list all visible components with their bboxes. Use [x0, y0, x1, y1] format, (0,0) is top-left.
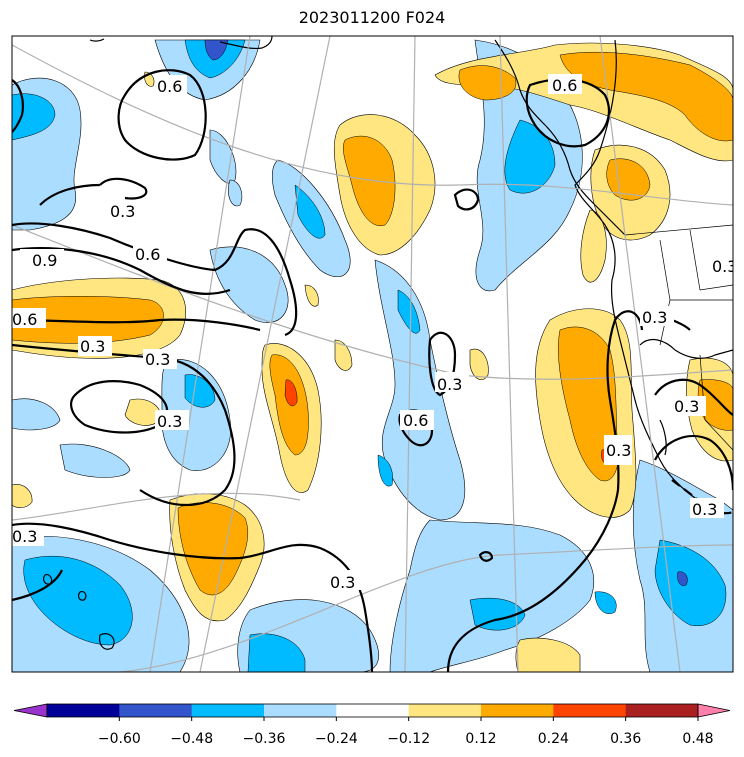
contour-label: 0.3 — [80, 337, 105, 356]
colorbar-extend-low — [13, 703, 48, 718]
contour-label: 0.3 — [145, 350, 170, 369]
colorbar-segment — [481, 704, 554, 717]
map-title: 2023011200 F024 — [298, 8, 446, 27]
negative-shading-strong — [204, 39, 688, 586]
colorbar-segment — [336, 704, 410, 717]
colorbar-tick-label: 0.12 — [465, 731, 496, 747]
colorbar-tick-label: −0.36 — [243, 731, 286, 747]
contour-label: 0.6 — [157, 77, 182, 96]
colorbar-border — [46, 703, 699, 718]
contour-label: 0.3 — [110, 202, 135, 221]
contour-lines — [12, 69, 733, 672]
latlon-grid — [12, 36, 733, 672]
contour-label: 0.3 — [712, 257, 737, 276]
colorbar-segment — [553, 704, 627, 717]
map-panel: 0.6 0.6 0.3 0.6 0.9 0.6 0.3 0.3 0.3 0.3 … — [12, 36, 737, 672]
contour-label: 0.6 — [135, 245, 160, 264]
colorbar-segment — [408, 704, 482, 717]
colorbar-segment — [191, 704, 265, 717]
contour-label: 0.3 — [642, 308, 667, 327]
contour-label: 0.3 — [437, 375, 462, 394]
colorbar-segment — [625, 704, 699, 717]
contour-label: 0.9 — [32, 251, 57, 270]
contour-label: 0.6 — [552, 76, 577, 95]
colorbar-segment — [264, 704, 337, 717]
colorbar-tick-label: −0.12 — [387, 731, 430, 747]
contour-label: 0.3 — [692, 500, 717, 519]
colorbar-tick-label: −0.48 — [170, 731, 213, 747]
colorbar: −0.60 −0.48 −0.36 −0.24 −0.12 0.12 0.24 0.36 0.4… — [13, 703, 731, 747]
colorbar-segment — [47, 704, 120, 717]
colorbar-tick-label: 0.48 — [682, 731, 713, 747]
contour-label: 0.3 — [330, 573, 355, 592]
contour-label: 0.3 — [12, 527, 37, 546]
colorbar-tick-label: −0.24 — [315, 731, 358, 747]
political-borders — [624, 224, 733, 451]
contour-labels: 0.6 0.6 0.3 0.6 0.9 0.6 0.3 0.3 0.3 0.3 … — [12, 74, 737, 592]
contour-label: 0.3 — [157, 412, 182, 431]
colorbar-tick-label: 0.24 — [538, 731, 569, 747]
contour-label: 0.6 — [403, 411, 428, 430]
map-frame — [11, 35, 734, 673]
colorbar-segment — [119, 704, 193, 717]
colorbar-tick-label: −0.60 — [98, 731, 141, 747]
contour-label: 0.3 — [674, 397, 699, 416]
coastlines — [43, 36, 733, 650]
contour-label: 0.6 — [12, 310, 37, 329]
colorbar-tick-label: 0.36 — [610, 731, 641, 747]
contour-label: 0.3 — [606, 441, 631, 460]
colorbar-extend-high — [697, 703, 731, 718]
